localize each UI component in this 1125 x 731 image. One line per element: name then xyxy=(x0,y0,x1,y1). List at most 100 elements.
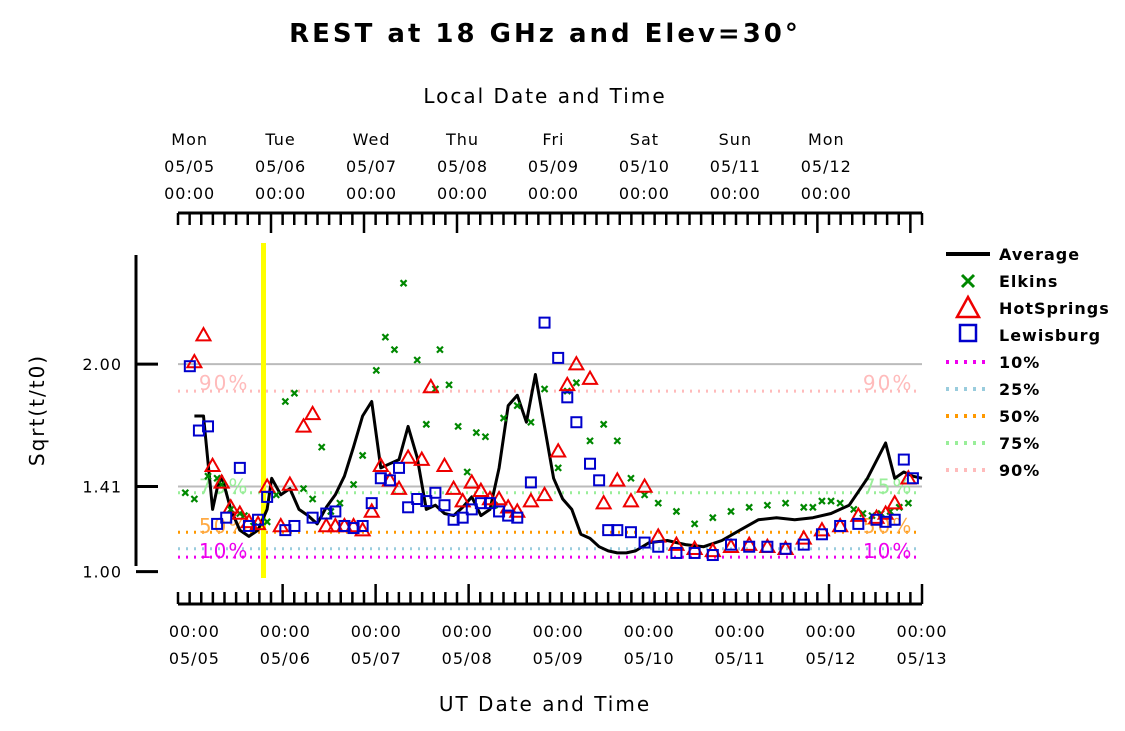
chart-title: REST at 18 GHz and Elev=30° xyxy=(289,19,801,49)
lewisburg-point xyxy=(852,517,865,530)
lewisburg-point xyxy=(706,549,719,562)
elkins-point xyxy=(481,432,490,441)
lewisburg-point xyxy=(538,316,551,329)
hotsprings-point xyxy=(795,529,813,545)
hotsprings-point xyxy=(581,369,599,385)
percentile-text-7: 10% xyxy=(863,539,913,563)
legend-label: 90% xyxy=(999,461,1040,480)
elkins-point xyxy=(372,366,381,375)
hotsprings-point xyxy=(622,492,640,508)
elkins-point xyxy=(472,428,481,437)
elkins-point xyxy=(527,418,535,427)
top-tick-time: 00:00 xyxy=(710,184,761,203)
lewisburg-point xyxy=(593,474,606,487)
plot-grid: 90% 90%75% 75%50% 50%10% 10% xyxy=(178,363,922,563)
legend-label: Elkins xyxy=(999,272,1058,291)
top-tick-time: 00:00 xyxy=(437,184,488,203)
series-line-average xyxy=(194,373,923,555)
elkins-point xyxy=(818,497,826,505)
bottom-tick-time: 00:00 xyxy=(169,622,220,641)
elkins-point xyxy=(217,480,226,489)
elkins-point xyxy=(513,401,522,410)
lewisburg-point xyxy=(220,511,233,524)
hotsprings-point xyxy=(231,504,249,520)
elkins-point xyxy=(904,499,913,507)
lewisburg-point xyxy=(584,457,597,470)
hotsprings-point xyxy=(390,479,408,495)
bottom-tick-date: 05/06 xyxy=(260,649,311,668)
top-tick-date: 05/08 xyxy=(437,157,488,176)
hotsprings-point xyxy=(472,481,490,497)
bottom-tick-time: 00:00 xyxy=(805,622,856,641)
hotsprings-point xyxy=(453,492,472,508)
elkins-point xyxy=(290,389,299,397)
lewisburg-point xyxy=(211,517,224,530)
elkins-point xyxy=(709,513,717,522)
lewisburg-point xyxy=(797,538,810,551)
elkins-point xyxy=(672,507,681,516)
lewisburg-point xyxy=(638,536,651,549)
lewisburg-point xyxy=(483,497,496,510)
elkins-point xyxy=(499,414,508,422)
hotsprings-point xyxy=(444,479,463,495)
top-tick-day: Mon xyxy=(808,130,845,149)
top-tick-day: Thu xyxy=(445,130,479,149)
top-tick-day: Tue xyxy=(264,130,295,149)
elkins-point xyxy=(436,345,444,354)
hotsprings-point xyxy=(203,456,222,473)
elkins-point xyxy=(422,420,431,429)
elkins-point xyxy=(317,443,326,451)
elkins-point xyxy=(586,437,594,445)
lewisburg-point xyxy=(402,501,415,514)
lewisburg-point xyxy=(888,513,901,526)
legend-swatch-lewisburg xyxy=(958,323,978,343)
hotsprings-point xyxy=(194,326,213,342)
lewisburg-point xyxy=(261,490,274,503)
hotsprings-point xyxy=(212,473,231,489)
y-tick-label: 1.41 xyxy=(82,478,122,497)
percentile-text-6: 10% xyxy=(199,539,249,563)
lewisburg-point xyxy=(356,519,369,532)
percentile-text-3: 75% xyxy=(863,475,913,499)
elkins-point xyxy=(640,491,649,499)
elkins-point xyxy=(263,518,271,526)
bottom-tick-date: 05/08 xyxy=(442,649,493,668)
elkins-point xyxy=(181,488,190,497)
top-tick-date: 05/05 xyxy=(164,157,215,176)
hotsprings-point xyxy=(372,456,390,473)
elkins-point xyxy=(572,379,581,387)
lewisburg-point xyxy=(202,420,215,433)
elkins-point xyxy=(627,474,635,483)
top-tick-day: Fri xyxy=(542,130,564,149)
hotsprings-point xyxy=(363,502,381,518)
legend-label: Average xyxy=(999,245,1080,264)
bottom-tick-time: 00:00 xyxy=(533,622,584,641)
y-tick-label: 1.00 xyxy=(82,563,122,582)
bottom-tick-date: 05/10 xyxy=(624,649,675,668)
bottom-tick-time: 00:00 xyxy=(715,622,766,641)
elkins-point xyxy=(599,420,608,429)
lewisburg-point xyxy=(743,540,756,553)
top-tick-time: 00:00 xyxy=(619,184,670,203)
hotsprings-point xyxy=(608,471,627,487)
lewisburg-point xyxy=(906,472,919,485)
bottom-tick-date: 05/12 xyxy=(805,649,856,668)
legend-label: HotSprings xyxy=(999,299,1110,318)
elkins-point xyxy=(799,503,808,512)
legend-label: 10% xyxy=(999,353,1040,372)
elkins-point xyxy=(190,495,199,503)
top-tick-day: Mon xyxy=(171,130,208,149)
top-tick-time: 00:00 xyxy=(801,184,852,203)
bottom-tick-date: 05/09 xyxy=(533,649,584,668)
lewisburg-point xyxy=(365,497,378,510)
hotsprings-point xyxy=(849,506,868,522)
hotsprings-point xyxy=(463,473,481,489)
lewisburg-point xyxy=(834,519,847,532)
elkins-point xyxy=(381,333,390,341)
legend-swatch-elkins xyxy=(960,273,976,289)
top-tick-time: 00:00 xyxy=(346,184,397,203)
top-tick-day: Wed xyxy=(353,130,391,149)
bottom-tick-time: 00:00 xyxy=(624,622,675,641)
hotsprings-point xyxy=(549,442,567,458)
hotsprings-point xyxy=(294,417,313,433)
